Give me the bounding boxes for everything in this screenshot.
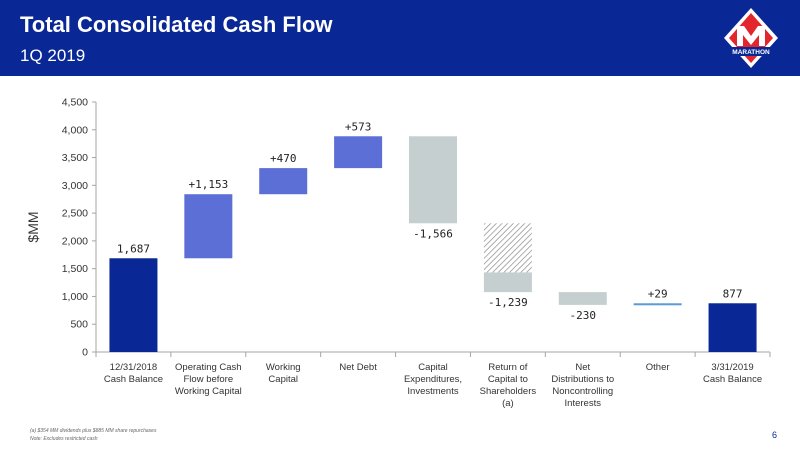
- x-tick-label: Interests: [565, 398, 602, 409]
- x-tick-label: 3/31/2019: [711, 362, 753, 373]
- bar-balance: [708, 303, 757, 352]
- x-tick-label: Return of: [488, 362, 527, 373]
- bar-decrease: [558, 292, 607, 305]
- x-tick-label: (a): [502, 398, 514, 409]
- y-axis-label: $MM: [25, 211, 41, 242]
- y-tick-label: 2,000: [62, 235, 88, 247]
- page-subtitle: 1Q 2019: [20, 46, 86, 65]
- x-tick-label: Cash Balance: [703, 374, 762, 385]
- y-tick-label: 4,500: [62, 97, 88, 109]
- data-label: -1,239: [488, 296, 528, 309]
- data-label: -1,566: [413, 227, 453, 240]
- y-tick-label: 500: [70, 319, 88, 331]
- bar-balance: [109, 258, 158, 352]
- bar-other: [633, 303, 682, 306]
- marathon-logo-icon: MARATHON: [724, 8, 778, 68]
- x-tick-label: Flow before: [184, 374, 234, 385]
- x-tick-label: Capital: [268, 374, 298, 385]
- bar-increase: [184, 194, 233, 259]
- x-tick-label: Expenditures,: [404, 374, 462, 385]
- x-tick-label: Cash Balance: [104, 374, 163, 385]
- data-label: +29: [648, 287, 668, 300]
- y-tick-label: 0: [82, 347, 88, 359]
- bar-decrease-hatched: [483, 223, 532, 273]
- x-tick-label: Shareholders: [480, 386, 537, 397]
- x-tick-label: Distributions to: [551, 374, 614, 385]
- x-tick-label: Other: [646, 362, 670, 373]
- page-title: Total Consolidated Cash Flow: [20, 12, 333, 37]
- data-label: -230: [570, 309, 597, 322]
- bar-decrease: [409, 136, 457, 224]
- cash-flow-waterfall-chart: 0 500 1,000 1,500 2,000 2,500 3,000 3,500 4,000 4…: [25, 97, 771, 409]
- x-tick-label: Investments: [407, 386, 458, 397]
- x-tick-label: Net Debt: [339, 362, 377, 373]
- bar-increase: [259, 168, 308, 195]
- data-label: +573: [345, 120, 372, 133]
- bar-decrease-solid: [483, 272, 532, 293]
- x-tick-label: Working Capital: [175, 386, 242, 397]
- x-tick-label: Capital: [418, 362, 448, 373]
- footnote-a: (a) $354 MM dividends plus $885 MM share…: [30, 428, 157, 434]
- x-tick-label: Capital to: [488, 374, 528, 385]
- y-tick-label: 1,000: [62, 291, 88, 303]
- y-tick-label: 3,500: [62, 152, 88, 164]
- bar-increase: [334, 136, 383, 169]
- data-label: +470: [270, 152, 297, 165]
- y-tick-label: 4,000: [62, 124, 88, 136]
- y-tick-label: 1,500: [62, 263, 88, 275]
- data-label: 877: [723, 287, 743, 300]
- x-tick-label: Operating Cash: [175, 362, 242, 373]
- svg-text:MARATHON: MARATHON: [732, 49, 770, 56]
- footnote-note: Note: Excludes restricted cash: [30, 436, 98, 442]
- x-tick-label: Working: [266, 362, 301, 373]
- y-tick-label: 3,000: [62, 180, 88, 192]
- x-tick-label: Net: [575, 362, 590, 373]
- x-tick-label: Noncontrolling: [552, 386, 613, 397]
- data-label: +1,153: [188, 178, 228, 191]
- header-bar: [0, 0, 800, 76]
- y-tick-label: 2,500: [62, 208, 88, 220]
- x-tick-label: 12/31/2018: [110, 362, 158, 373]
- data-label: 1,687: [117, 242, 150, 255]
- page-number: 6: [772, 430, 778, 440]
